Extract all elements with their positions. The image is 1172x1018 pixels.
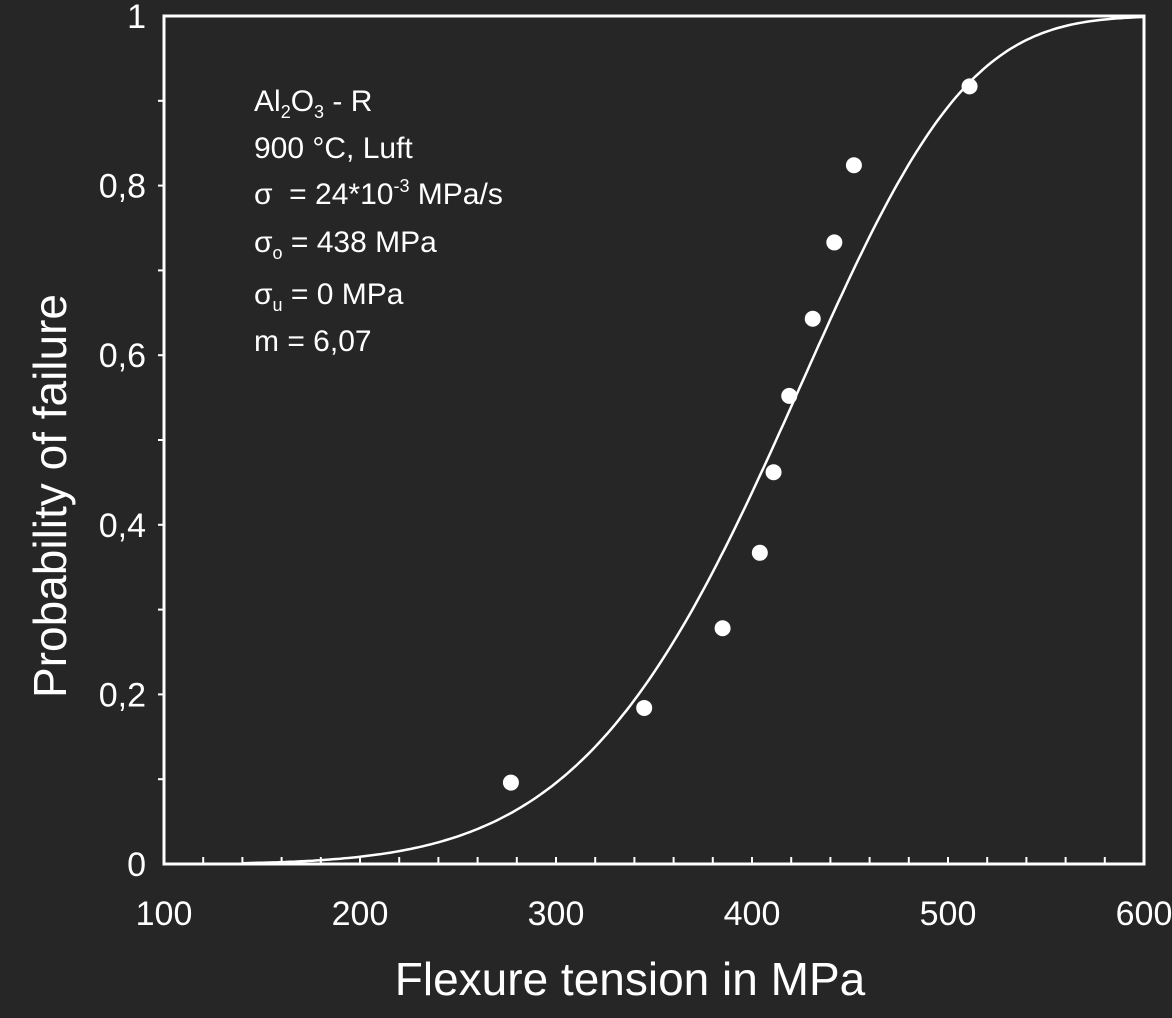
data-point [636,699,653,716]
y-tick-label: 0,4 [99,507,146,545]
annotation-sigma-o-sub: o [273,243,283,263]
annotation-material-o: O [291,85,314,118]
annotation-sigma-u-value: = 0 MPa [283,278,404,311]
annotation-sigma-o: σo = 438 MPa [254,226,437,263]
data-point [781,387,798,404]
annotation-sigma-o-value: = 438 MPa [283,226,438,259]
fit-curve [242,15,1145,865]
data-point [502,774,519,791]
data-point [961,78,978,95]
y-tick-label: 1 [127,0,146,36]
annotation-conditions: 900 °C, Luft [254,132,413,165]
annotation-sigma-u-sub: u [273,295,283,315]
annotation-sigma-u-symbol: σ [254,278,273,311]
x-axis-title: Flexure tension in MPa [395,953,866,1005]
data-point [751,544,768,561]
annotation-sigma-u: σu = 0 MPa [254,278,404,315]
x-tick-label: 100 [136,895,193,933]
y-tick-labels: 0 0,2 0,4 0,6 0,8 1 [99,0,146,884]
annotation-stress-rate-unit: MPa/s [409,178,502,211]
x-tick-label: 200 [332,895,389,933]
annotation-material-tail: - R [324,85,372,118]
annotation-material-al: Al [254,85,281,118]
data-point [804,310,821,327]
annotation-material-sub1: 2 [281,102,291,122]
x-tick-label: 500 [920,895,977,933]
x-tick-label: 400 [724,895,781,933]
x-ticks [202,857,1106,864]
data-point [845,157,862,174]
y-axis-title: Probability of failure [24,294,76,698]
data-point [826,234,843,251]
annotation-material: Al2O3 - R [254,85,372,122]
y-tick-label: 0 [127,846,146,884]
y-ticks [158,99,164,781]
x-tick-labels: 100 200 300 400 500 600 [136,895,1172,933]
annotation-stress-rate-value: = 24*10 [273,178,394,211]
annotation-block: Al2O3 - R 900 °C, Luft σ = 24*10-3 MPa/s… [254,85,503,358]
x-tick-label: 300 [528,895,585,933]
annotation-stress-rate-exp: -3 [393,176,409,196]
annotation-weibull-modulus: m = 6,07 [254,325,372,358]
y-tick-label: 0,2 [99,676,146,714]
data-point [765,464,782,481]
annotation-sigma-o-symbol: σ [254,226,273,259]
annotation-sigma-symbol: σ [254,178,273,211]
y-tick-label: 0,8 [99,168,146,206]
x-tick-label: 600 [1116,895,1172,933]
data-point [714,620,731,637]
annotation-material-sub2: 3 [314,102,324,122]
annotation-stress-rate: σ = 24*10-3 MPa/s [254,176,503,211]
y-tick-label: 0,6 [99,337,146,375]
data-points [502,78,978,791]
